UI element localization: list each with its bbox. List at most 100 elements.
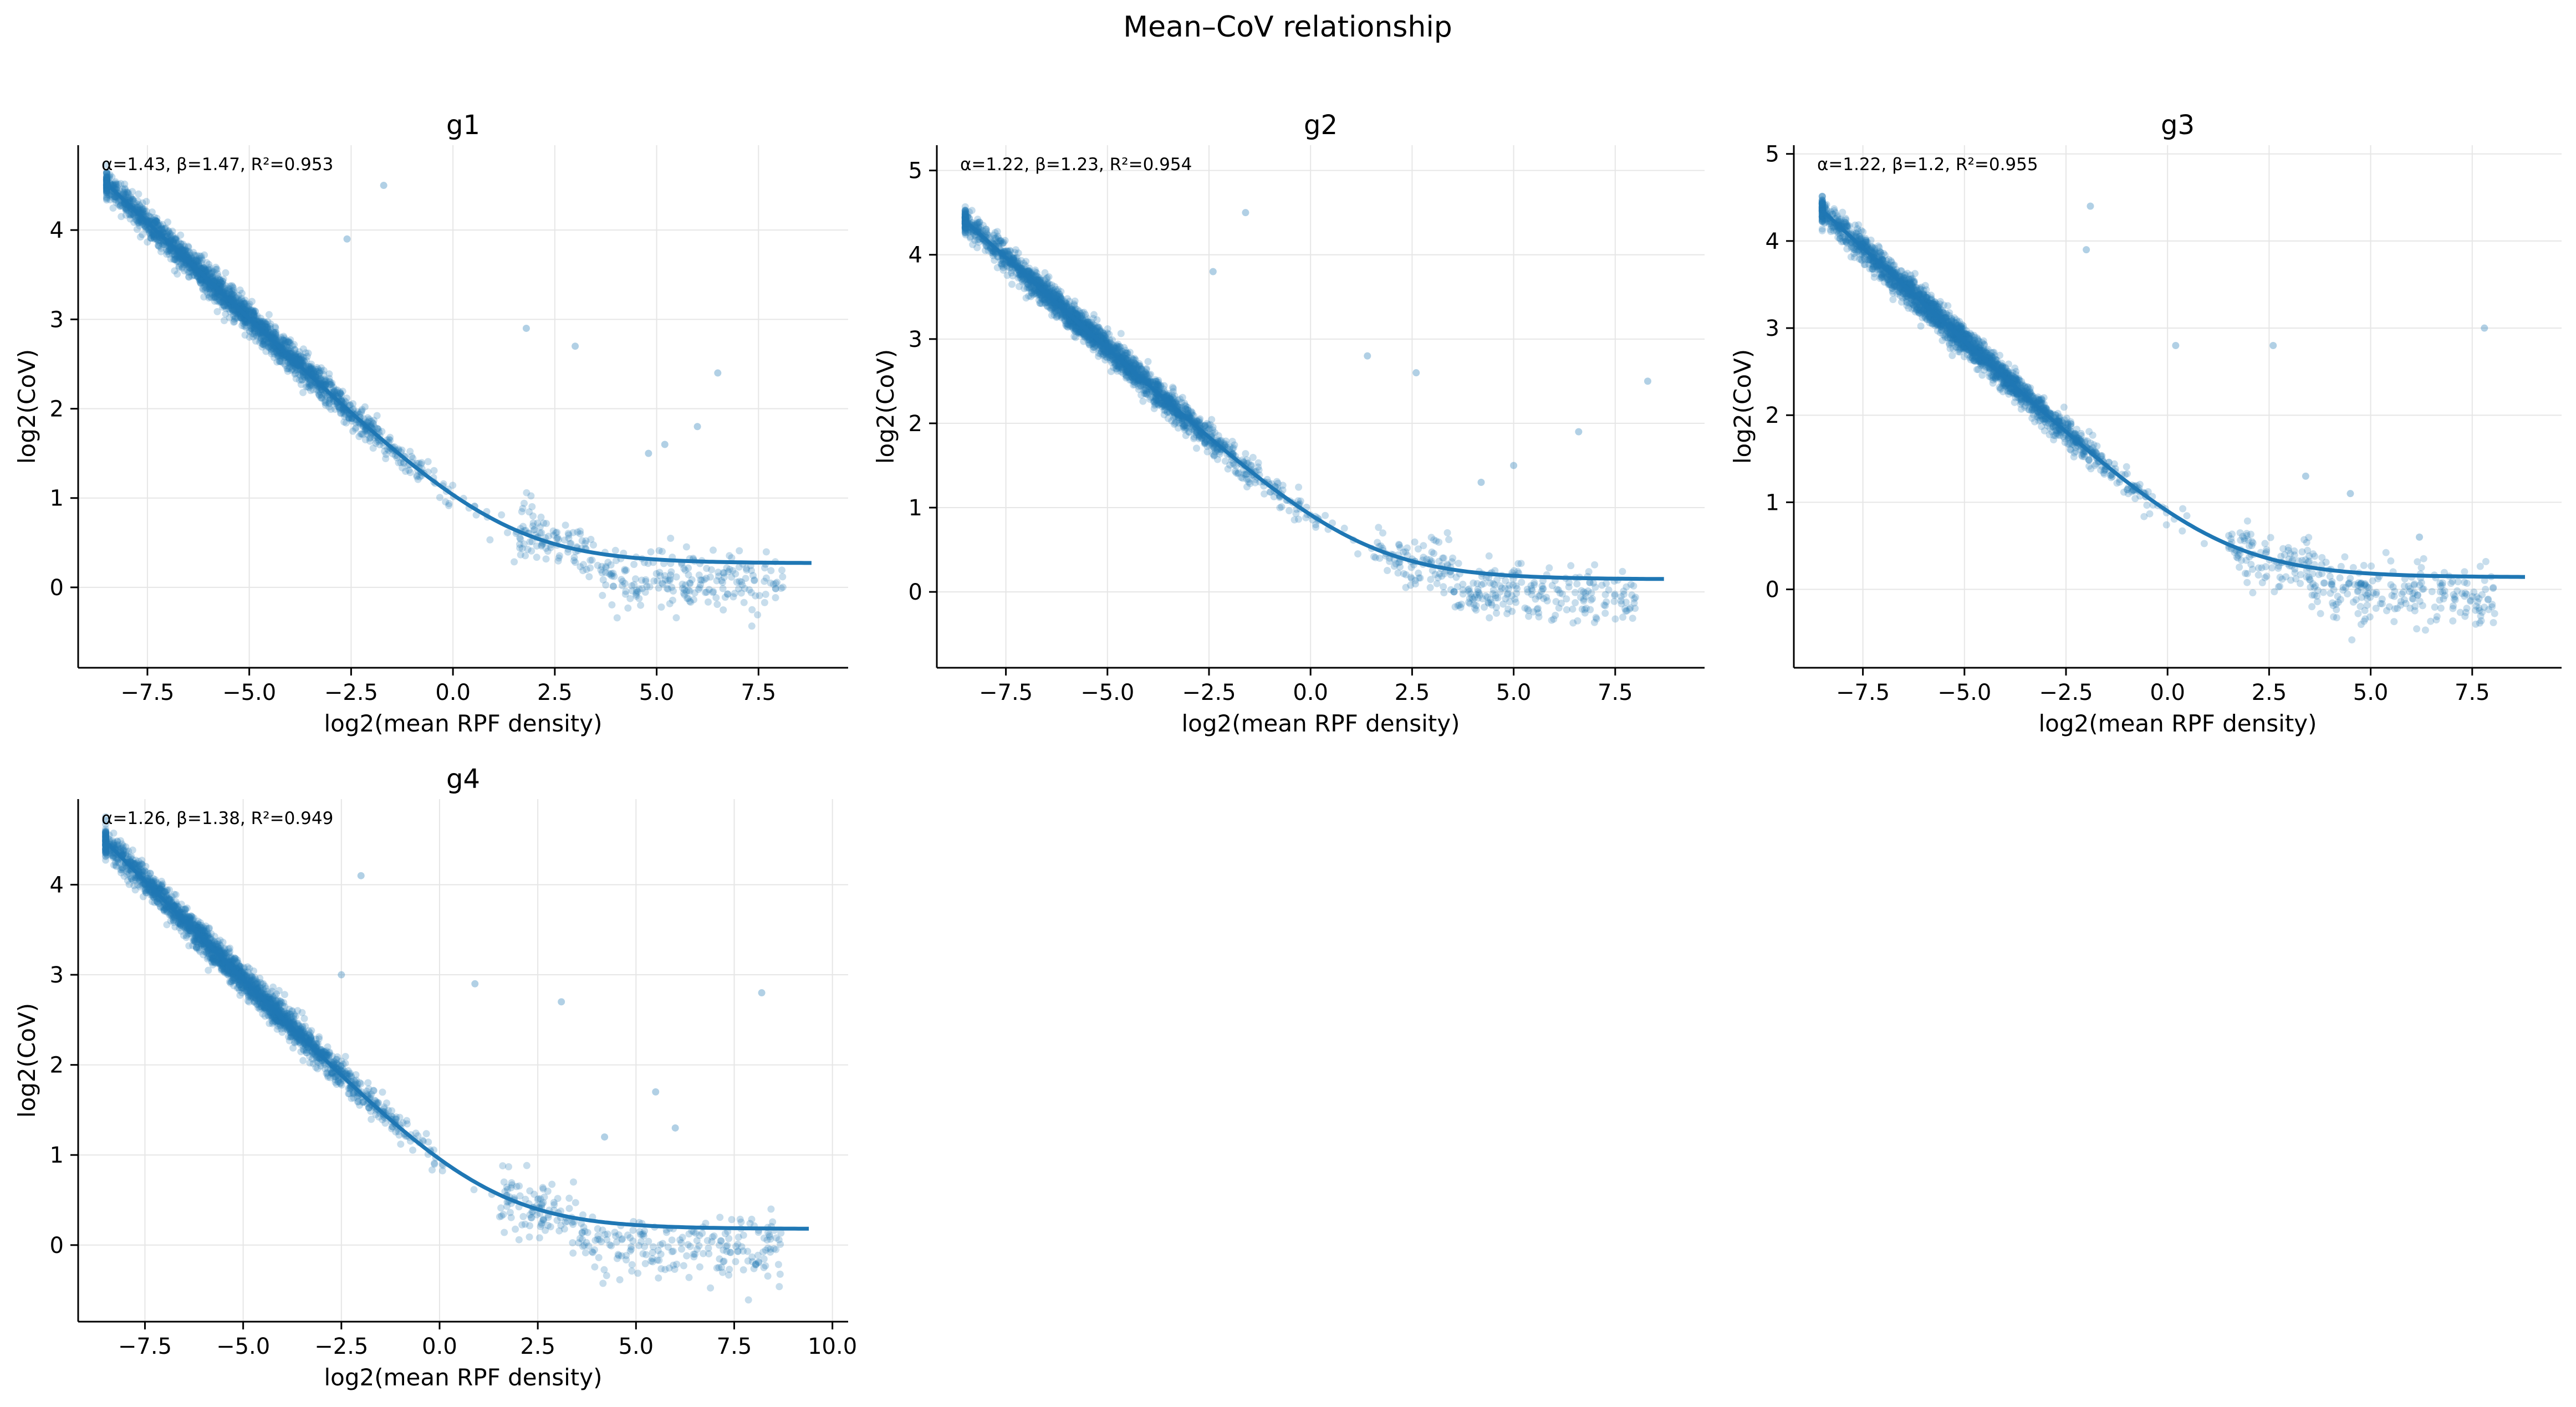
scatter-point <box>231 315 238 323</box>
scatter-point <box>382 455 390 462</box>
scatter-point <box>696 584 703 591</box>
scatter-point <box>103 174 110 181</box>
scatter-point <box>622 587 630 595</box>
scatter-point <box>130 198 137 206</box>
scatter-point <box>113 180 120 188</box>
scatter-point <box>751 577 758 585</box>
scatter-outlier <box>714 369 722 377</box>
scatter-point <box>261 323 269 330</box>
scatter-point <box>516 534 524 541</box>
scatter-point <box>779 584 787 591</box>
scatter-point <box>1475 594 1482 602</box>
x-axis-label: log2(mean RPF density) <box>324 710 603 737</box>
y-tick-label: 2 <box>50 397 64 422</box>
scatter-point <box>1603 580 1610 587</box>
scatter-outlier <box>380 182 387 190</box>
scatter-point <box>166 231 174 238</box>
scatter-point <box>772 585 779 592</box>
scatter-point <box>1286 507 1293 515</box>
scatter-point <box>196 276 204 284</box>
scatter-point <box>554 557 562 565</box>
scatter-point <box>315 388 323 395</box>
scatter-point <box>1408 575 1416 582</box>
scatter-point <box>276 357 283 365</box>
scatter-point <box>602 564 610 572</box>
scatter-point <box>1340 524 1348 532</box>
scatter-point <box>626 595 634 602</box>
scatter-point <box>226 282 234 290</box>
scatter-point <box>274 349 282 356</box>
scatter-point <box>1117 330 1125 337</box>
scatter-point <box>157 244 165 252</box>
y-axis-label: log2(CoV) <box>13 349 40 464</box>
scatter-point <box>773 579 781 586</box>
scatter-point <box>245 302 253 310</box>
scatter-point <box>203 267 211 274</box>
scatter-point <box>277 357 284 365</box>
scatter-point <box>358 430 366 438</box>
scatter-point <box>305 380 313 387</box>
scatter-point <box>1574 617 1582 625</box>
scatter-point <box>232 293 240 301</box>
scatter-point <box>731 590 738 597</box>
scatter-point <box>657 603 665 611</box>
scatter-point <box>135 190 142 198</box>
scatter-point <box>680 589 687 597</box>
scatter-point <box>211 290 219 298</box>
scatter-point <box>282 362 289 370</box>
scatter-point <box>103 176 110 183</box>
scatter-point <box>445 500 453 508</box>
scatter-point <box>1543 597 1551 605</box>
scatter-point <box>1221 457 1229 465</box>
scatter-point <box>279 336 287 344</box>
scatter-point <box>1513 585 1521 592</box>
scatter-point <box>628 587 636 595</box>
scatter-point <box>304 349 312 357</box>
scatter-point <box>160 241 167 248</box>
scatter-point <box>225 305 233 313</box>
scatter-point <box>288 342 296 350</box>
scatter-point <box>1611 615 1619 623</box>
scatter-point <box>148 208 156 216</box>
scatter-point <box>581 540 589 548</box>
scatter-point <box>417 461 425 468</box>
scatter-point <box>222 305 230 313</box>
scatter-point <box>1322 511 1329 519</box>
scatter-point <box>257 319 265 327</box>
x-tick-label: −2.5 <box>324 680 378 705</box>
scatter-point <box>1538 587 1545 595</box>
scatter-point <box>587 535 595 543</box>
scatter-point <box>552 529 560 536</box>
scatter-point <box>608 572 616 580</box>
scatter-point <box>685 586 692 594</box>
scatter-point <box>134 217 141 224</box>
y-tick-label: 0 <box>50 575 64 601</box>
scatter-point <box>127 211 135 219</box>
scatter-point <box>710 588 717 595</box>
scatter-point <box>610 582 617 590</box>
scatter-point <box>756 592 763 600</box>
scatter-point <box>1563 606 1570 613</box>
scatter-point <box>338 391 345 398</box>
scatter-point <box>242 324 250 331</box>
scatter-point <box>152 217 160 225</box>
scatter-point <box>1415 569 1422 577</box>
scatter-point <box>103 174 110 182</box>
scatter-point <box>720 569 728 577</box>
scatter-point <box>358 407 365 415</box>
scatter-point <box>1193 444 1200 452</box>
scatter-point <box>255 331 263 339</box>
scatter-point <box>1611 592 1619 599</box>
scatter-point <box>602 562 610 570</box>
scatter-point <box>1440 589 1448 597</box>
scatter-point <box>122 207 130 214</box>
scatter-point <box>526 508 533 516</box>
scatter-point <box>253 332 261 340</box>
scatter-point <box>181 243 188 250</box>
scatter-point <box>193 273 201 281</box>
scatter-point <box>667 534 675 542</box>
scatter-point <box>542 555 550 563</box>
scatter-point <box>216 278 223 286</box>
scatter-point <box>262 320 270 328</box>
scatter-point <box>343 419 350 427</box>
